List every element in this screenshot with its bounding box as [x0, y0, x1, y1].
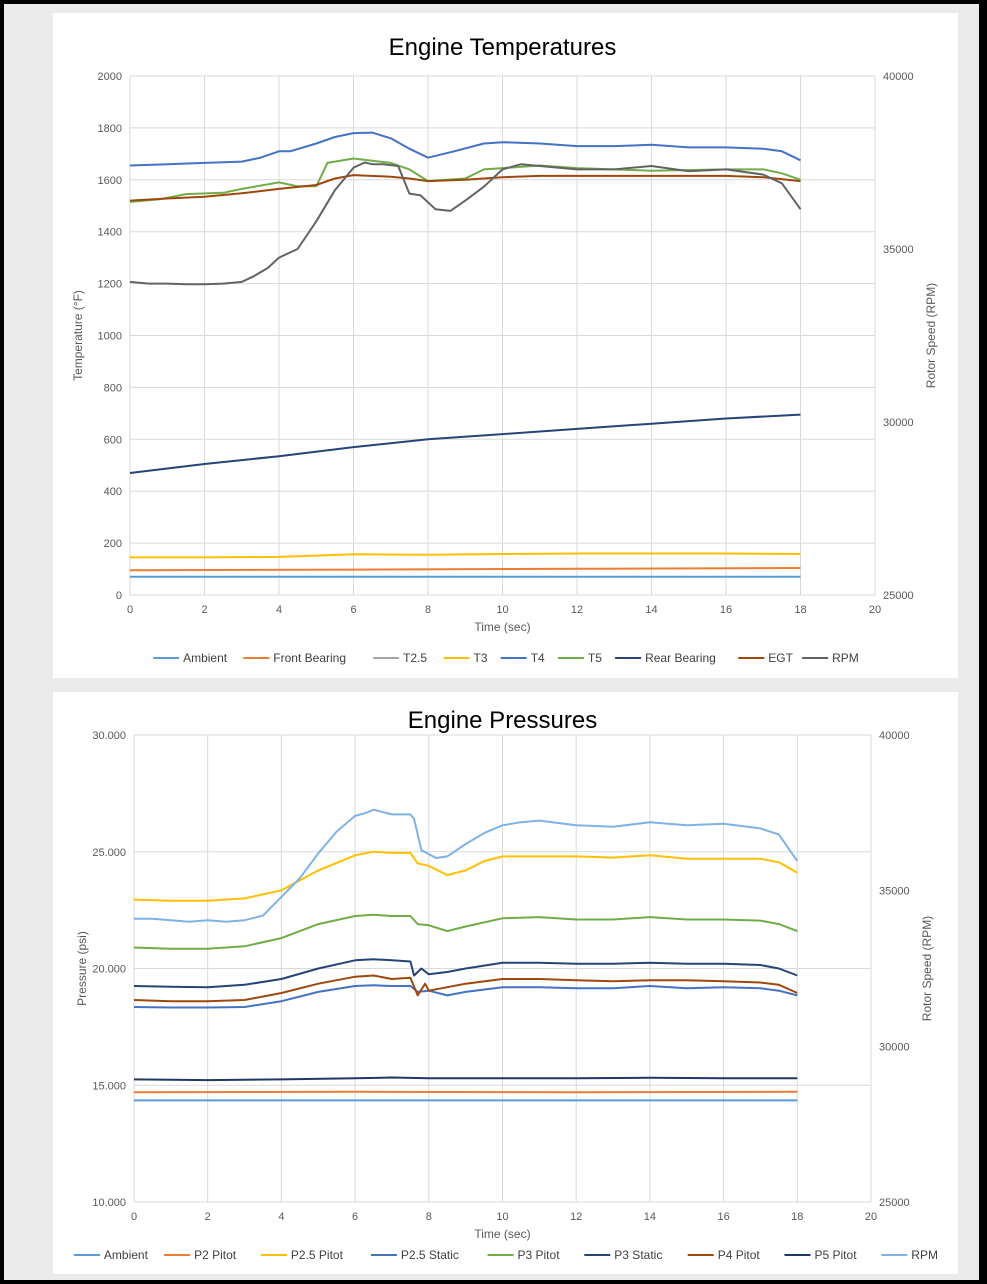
y2-tick-label: 30000	[883, 417, 914, 429]
legend-label-rear-bearing: Rear Bearing	[645, 651, 716, 665]
x-tick-label: 4	[276, 604, 282, 616]
legend-label-egt: EGT	[768, 651, 793, 665]
x-tick-label: 18	[791, 1211, 803, 1223]
x-tick-label: 12	[571, 604, 583, 616]
x-tick-label: 16	[720, 604, 732, 616]
x-tick-label: 4	[278, 1211, 284, 1223]
legend-label-p2-5-static: P2.5 Static	[401, 1248, 459, 1262]
engine-pressures-svg: Engine Pressures 10.000 15.000 20.000 25.000…	[73, 707, 938, 1262]
x-tick-label: 18	[794, 604, 806, 616]
legend-label-t5: T5	[588, 651, 602, 665]
x-tick-label: 12	[570, 1211, 582, 1223]
series-line-rear-bearing	[129, 413, 801, 474]
legend-label-ambient: Ambient	[183, 651, 228, 665]
y-tick-label: 600	[104, 434, 122, 446]
y-tick-label: 25.000	[92, 847, 126, 859]
series-line-p4-pitot	[133, 974, 798, 1003]
y-tick-label: 0	[116, 590, 122, 602]
y-tick-label: 1400	[98, 227, 122, 239]
y-axis-label: Pressure (psi)	[75, 931, 89, 1006]
legend-label-p3-pitot: P3 Pitot	[518, 1248, 561, 1262]
x-tick-label: 10	[496, 604, 508, 616]
x-tick-label: 20	[865, 1211, 877, 1223]
figure-frame: Engine Temperatures 0 200 400 600 800 1000 1200…	[4, 4, 983, 1280]
legend-label-rpm: RPM	[832, 651, 859, 665]
x-tick-label: 2	[205, 1211, 211, 1223]
y-tick-label: 400	[104, 486, 122, 498]
y-tick-label: 200	[104, 538, 122, 550]
series-line-t4	[129, 131, 801, 167]
y-tick-label: 1800	[98, 123, 122, 135]
y-tick-label: 800	[104, 382, 122, 394]
x-tick-label: 14	[644, 1211, 656, 1223]
y-tick-label: 15.000	[92, 1080, 126, 1092]
x-tick-label: 2	[201, 604, 207, 616]
y2-tick-label: 30000	[879, 1041, 910, 1053]
legend-label-p2-5-pitot: P2.5 Pitot	[291, 1248, 344, 1262]
x-tick-label: 10	[496, 1211, 508, 1223]
series-line-p5-pitot	[133, 1076, 798, 1082]
legend-label-t2-5: T2.5	[403, 651, 427, 665]
series-line-front-bearing	[129, 567, 801, 572]
engine-temperatures-chart: Engine Temperatures 0 200 400 600 800 1000 1200…	[53, 13, 958, 678]
x-tick-label: 20	[869, 604, 881, 616]
y2-tick-label: 35000	[883, 244, 914, 256]
y-tick-label: 1600	[98, 175, 122, 187]
x-tick-label: 0	[127, 604, 133, 616]
x-tick-label: 14	[645, 604, 657, 616]
series-line-rpm	[134, 808, 799, 923]
y-axis-label: Temperature (°F)	[71, 290, 85, 381]
x-axis-label: Time (sec)	[474, 1227, 530, 1241]
chart-title: Engine Temperatures	[389, 34, 617, 61]
x-tick-label: 8	[425, 604, 431, 616]
legend-label-p2-pitot: P2 Pitot	[194, 1248, 237, 1262]
legend-label-front-bearing: Front Bearing	[273, 651, 346, 665]
series-line-egt	[129, 174, 801, 202]
y-tick-label: 1200	[98, 279, 122, 291]
series-line-p3-static	[133, 958, 798, 989]
y-tick-label: 1000	[98, 331, 122, 343]
y-tick-label: 2000	[98, 71, 122, 83]
engine-pressures-chart: Engine Pressures 10.000 15.000 20.000 25.000…	[53, 692, 958, 1274]
series-line-rpm	[129, 161, 802, 286]
x-tick-label: 6	[350, 604, 356, 616]
y-tick-label: 10.000	[92, 1197, 126, 1209]
y2-tick-label: 40000	[879, 730, 910, 742]
y2-axis-label: Rotor Speed (RPM)	[924, 283, 938, 388]
y2-axis-label: Rotor Speed (RPM)	[920, 916, 934, 1021]
x-tick-label: 6	[352, 1211, 358, 1223]
engine-temperatures-svg: Engine Temperatures020040060080010001200…	[71, 34, 938, 665]
y2-tick-label: 25000	[883, 590, 914, 602]
series-line-t3	[130, 552, 801, 559]
series-line-p2-5-static	[133, 984, 798, 1009]
legend-label-t4: T4	[531, 651, 545, 665]
series-line-p2-5-pitot	[133, 850, 798, 902]
legend-label-rpm: RPM	[911, 1248, 938, 1262]
legend-label-p4-pitot: P4 Pitot	[718, 1248, 761, 1262]
x-tick-label: 8	[426, 1211, 432, 1223]
y-tick-label: 20.000	[92, 964, 126, 976]
legend-label-p5-pitot: P5 Pitot	[815, 1248, 858, 1262]
chart-title: Engine Pressures	[408, 707, 597, 734]
series-line-p3-pitot	[133, 913, 798, 950]
x-axis-label: Time (sec)	[474, 620, 530, 634]
legend-label-p3-static: P3 Static	[614, 1248, 662, 1262]
legend-label-ambient: Ambient	[104, 1248, 149, 1262]
y2-tick-label: 40000	[883, 71, 914, 83]
y2-tick-label: 35000	[879, 886, 910, 898]
series-line-p2-pitot	[133, 1090, 798, 1094]
x-tick-label: 16	[717, 1211, 729, 1223]
y2-tick-label: 25000	[879, 1197, 910, 1209]
legend-label-t3: T3	[474, 651, 488, 665]
y-tick-label: 30.000	[92, 730, 126, 742]
x-tick-label: 0	[131, 1211, 137, 1223]
